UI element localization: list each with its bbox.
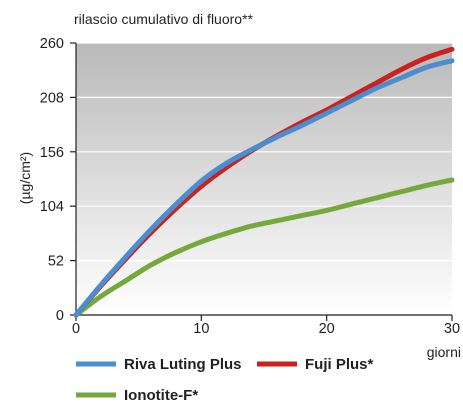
- y-axis-title: (µg/cm²): [17, 152, 33, 204]
- chart-title: rilascio cumulativo di fluoro**: [74, 11, 254, 27]
- tick-label-layer: 0 52 104 156 208 260 0 10 20 30: [40, 36, 460, 337]
- x-tick-label: 0: [72, 321, 80, 337]
- legend: Riva Luting Plus Fuji Plus* Ionotite-F*: [76, 356, 374, 404]
- grid-layer: [76, 42, 452, 262]
- y-tick-label: 208: [40, 90, 64, 106]
- y-tick-label: 104: [40, 199, 64, 215]
- legend-label: Riva Luting Plus: [124, 356, 242, 373]
- legend-label: Ionotite-F*: [124, 387, 198, 404]
- legend-item-ionotite-f: Ionotite-F*: [76, 387, 198, 404]
- y-tick-label: 0: [56, 308, 64, 324]
- legend-label: Fuji Plus*: [305, 356, 374, 373]
- series-layer: [73, 46, 455, 318]
- x-axis-title: giorni: [427, 344, 461, 360]
- x-tick-label: 30: [444, 321, 460, 337]
- x-tick-label: 20: [319, 321, 335, 337]
- y-tick-label: 260: [40, 36, 64, 52]
- legend-item-riva-luting-plus: Riva Luting Plus: [76, 356, 242, 373]
- legend-item-fuji-plus: Fuji Plus*: [257, 356, 374, 373]
- axis-layer: [70, 42, 453, 321]
- x-tick-label: 10: [193, 321, 209, 337]
- y-tick-label: 156: [40, 145, 64, 161]
- series-line-ionotite-f: [73, 177, 455, 318]
- series-line-riva-luting-plus: [73, 58, 455, 318]
- y-tick-label: 52: [48, 254, 64, 270]
